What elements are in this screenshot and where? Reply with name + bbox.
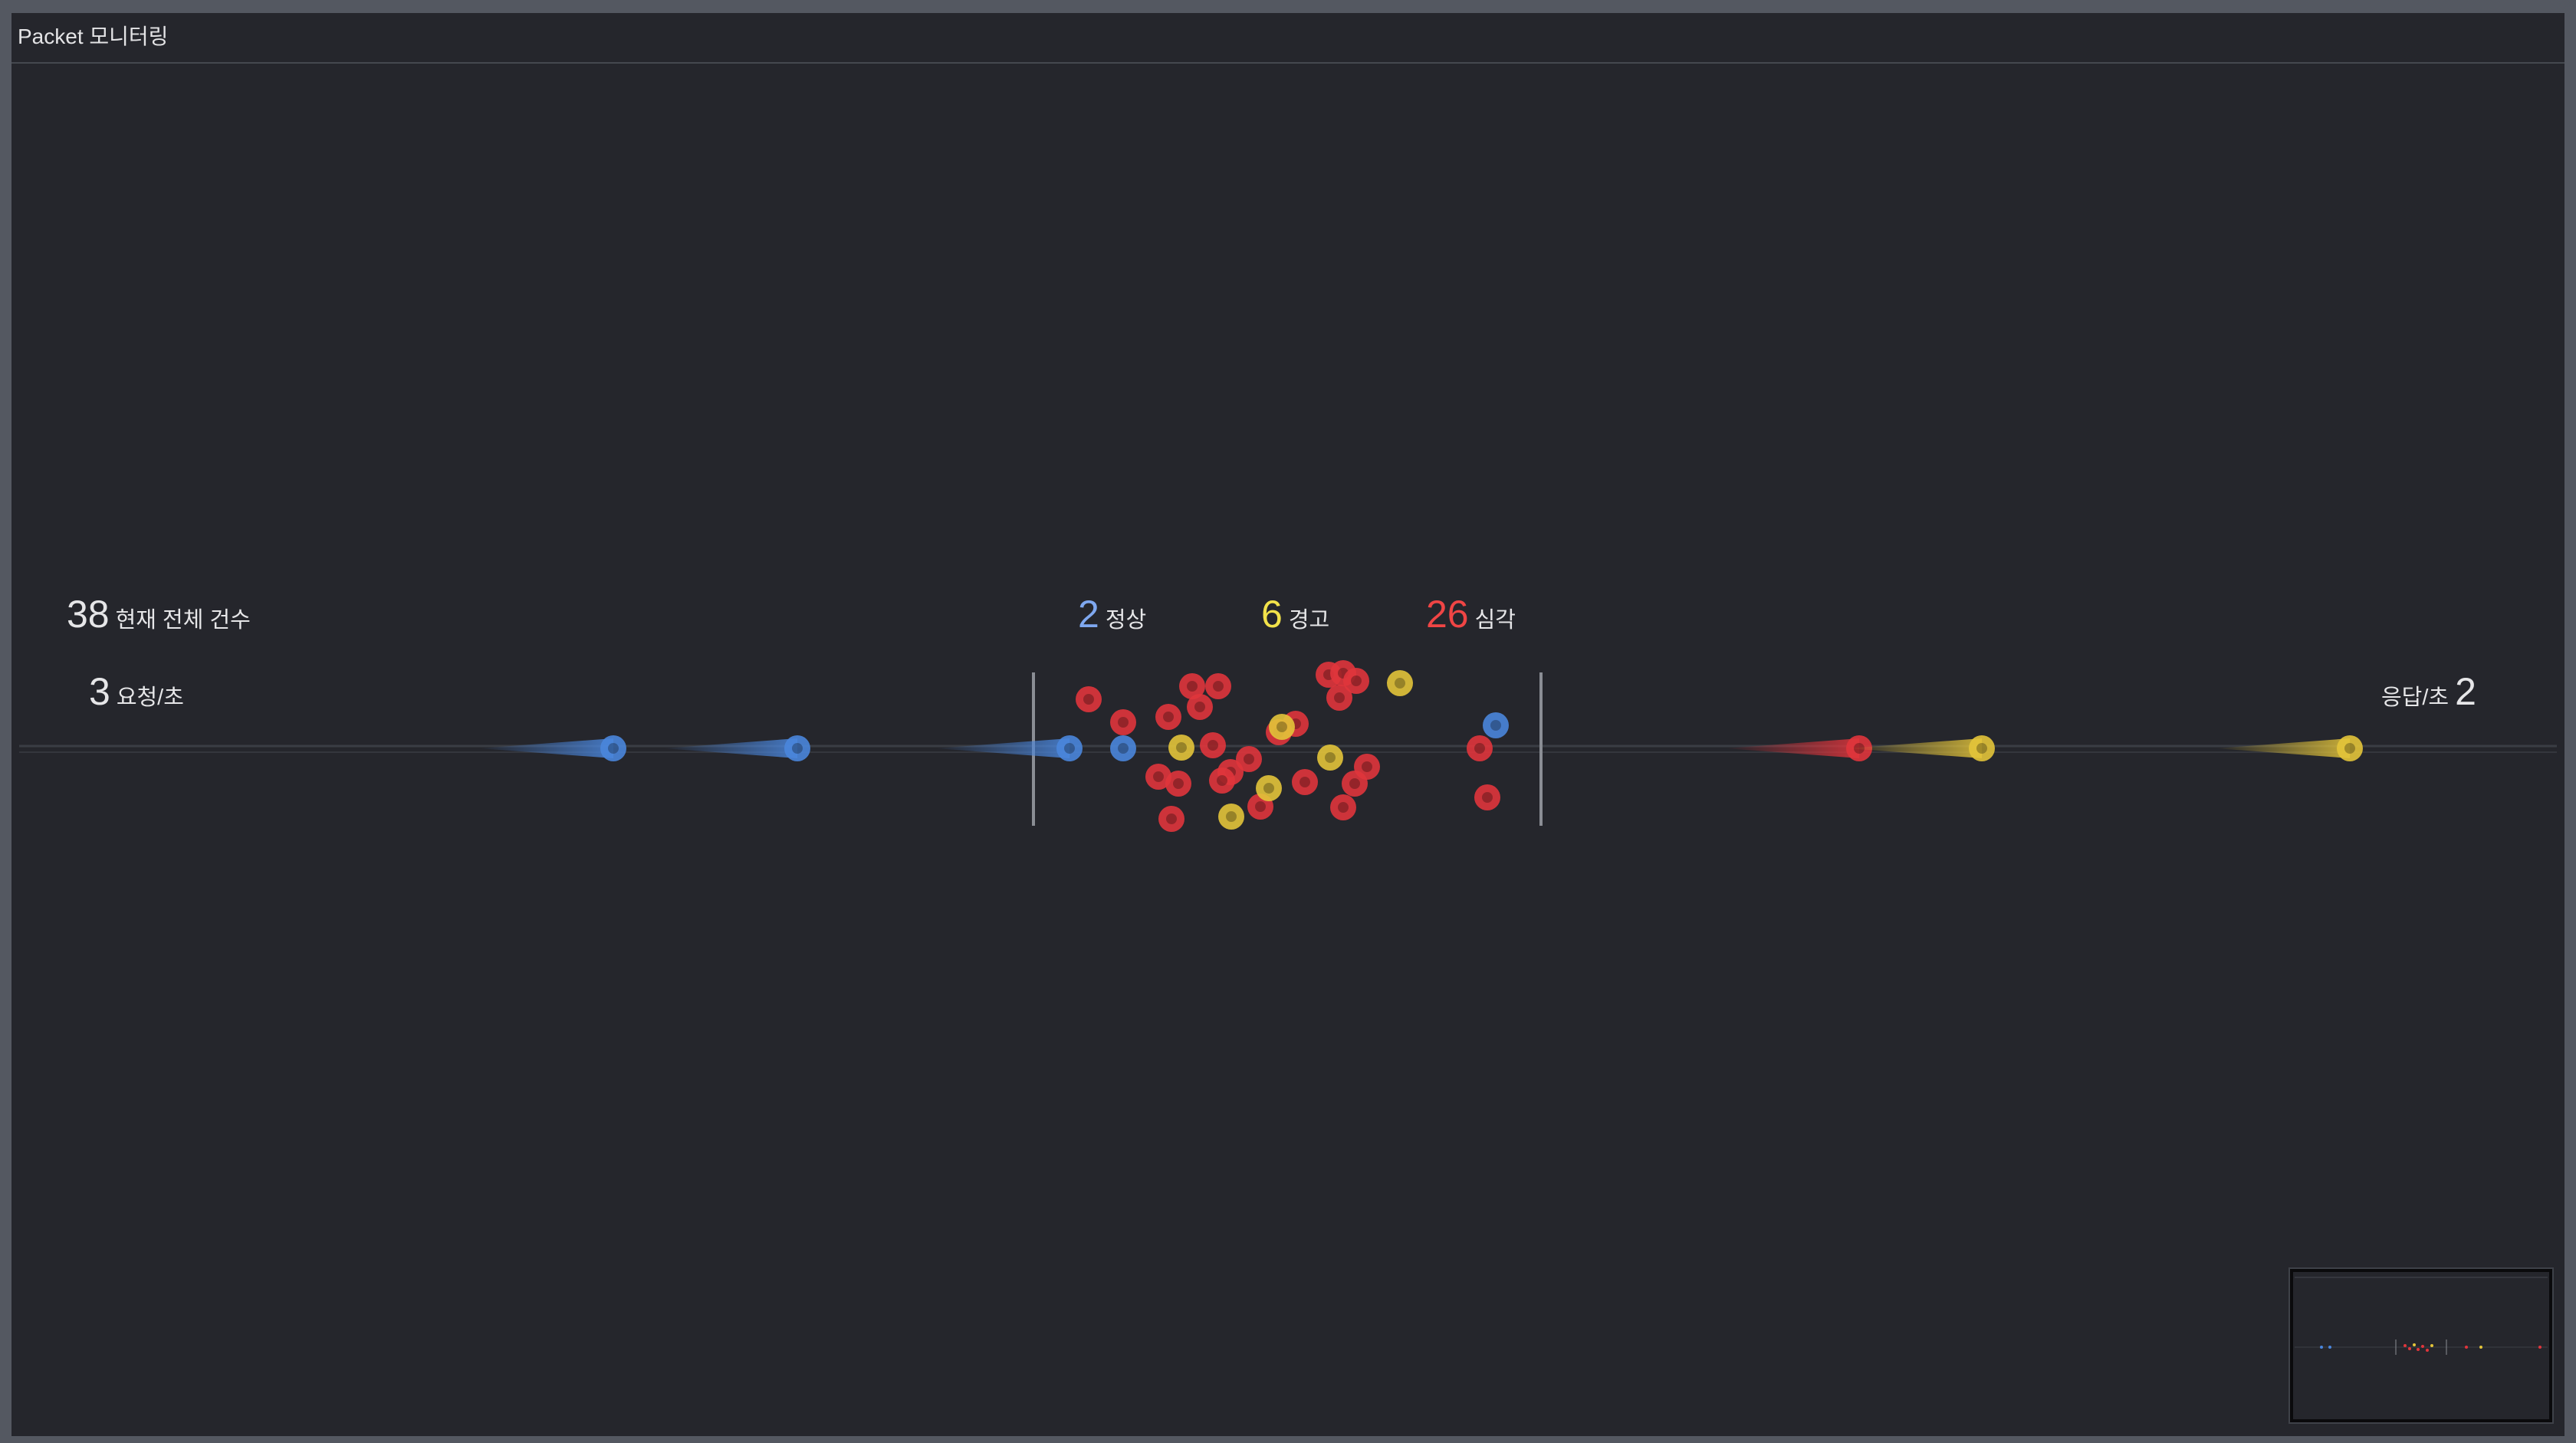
server-packet (1483, 712, 1509, 738)
server-packet (1330, 794, 1356, 820)
normal-count-value: 2 (1078, 593, 1099, 636)
server-packet (1256, 775, 1282, 801)
title-bar: Packet 모니터링 (12, 13, 2564, 64)
server-packet (1158, 806, 1184, 832)
server-packet (1467, 735, 1493, 761)
server-packet (1200, 732, 1226, 758)
server-packet (1317, 745, 1343, 771)
incoming-packet (663, 735, 810, 761)
server-packet (1209, 768, 1235, 794)
server-packet (1155, 704, 1181, 730)
server-packet (1205, 673, 1231, 699)
critical-count-stat: 26 심각 (1426, 592, 1516, 636)
server-packet (1168, 735, 1194, 761)
minimap-thumbnail-icon (2293, 1272, 2549, 1419)
server-packet (1187, 694, 1213, 720)
server-packet (1343, 668, 1369, 694)
warning-count-label: 경고 (1288, 608, 1330, 633)
responses-per-second-stat: 응답/초 2 (2381, 669, 2476, 714)
server-packet (1236, 746, 1262, 772)
responses-per-second-value: 2 (2455, 670, 2476, 713)
server-packet (1076, 686, 1102, 712)
server-packet (1474, 784, 1500, 810)
outgoing-packet (2216, 735, 2363, 761)
warning-count-stat: 6 경고 (1261, 592, 1329, 636)
normal-count-stat: 2 정상 (1078, 592, 1146, 636)
outgoing-packet (1848, 735, 1995, 761)
warning-count-value: 6 (1261, 593, 1283, 636)
requests-per-second-stat: 3 요청/초 (89, 669, 184, 714)
total-count-value: 38 (67, 593, 110, 636)
outgoing-packets (1725, 735, 2363, 761)
minimap[interactable] (2288, 1267, 2554, 1424)
responses-per-second-label: 응답/초 (2381, 685, 2450, 710)
normal-count-label: 정상 (1105, 608, 1147, 633)
incoming-packet (479, 735, 626, 761)
server-packet (1269, 714, 1295, 740)
requests-per-second-label: 요청/초 (116, 685, 184, 710)
requests-per-second-value: 3 (89, 670, 110, 713)
incoming-packet (935, 735, 1083, 761)
server-packet (1218, 804, 1244, 830)
server-packet (1145, 764, 1171, 790)
window-title: Packet 모니터링 (18, 25, 169, 48)
server-packet (1165, 771, 1191, 797)
total-count-stat: 38 현재 전체 건수 (67, 592, 251, 636)
server-packet (1179, 673, 1205, 699)
server-packet (1387, 670, 1413, 696)
server-packet (1110, 735, 1136, 761)
critical-count-label: 심각 (1474, 608, 1516, 633)
server-packet-queue (1076, 660, 1509, 832)
server-packet (1110, 709, 1136, 735)
server-packet (1292, 769, 1318, 795)
server-packet (1354, 754, 1380, 780)
server-packet (1326, 685, 1352, 711)
flow-line (19, 745, 2557, 753)
incoming-packets (479, 735, 1083, 761)
total-count-label: 현재 전체 건수 (115, 608, 251, 633)
critical-count-value: 26 (1426, 593, 1469, 636)
